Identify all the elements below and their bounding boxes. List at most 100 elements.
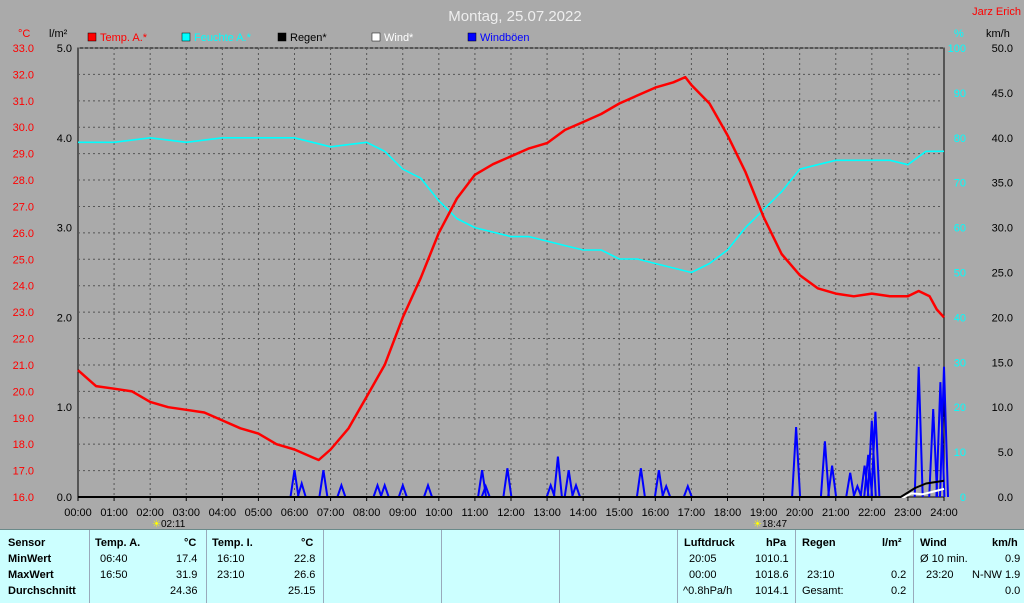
chart-series xyxy=(77,75,949,498)
gust-peak xyxy=(423,482,433,498)
grid-lines xyxy=(78,47,944,497)
rain-unit-label: l/m² xyxy=(49,28,68,40)
wind-tick-label: 35.0 xyxy=(992,178,1013,190)
rain-tick-label: 5.0 xyxy=(57,43,72,55)
humidity-tick-label: 50 xyxy=(954,268,966,280)
wind-max-time: 23:20 xyxy=(926,569,954,581)
temp-tick-label: 19.0 xyxy=(13,413,34,425)
temp-a-min-value: 17.4 xyxy=(176,553,198,565)
rain-unit: l/m² xyxy=(882,537,902,549)
gust-peak xyxy=(928,408,939,498)
temp-tick-label: 32.0 xyxy=(13,69,34,81)
gust-peak xyxy=(661,483,672,498)
time-tick-label: 14:00 xyxy=(569,507,597,519)
legend-label: Windböen xyxy=(480,32,530,44)
rain-header: Regen xyxy=(802,537,836,549)
gust-peak xyxy=(913,366,924,498)
wind-unit-label: km/h xyxy=(986,28,1010,40)
gust-peak xyxy=(379,482,390,498)
temp-tick-label: 28.0 xyxy=(13,175,34,187)
time-tick-label: 13:00 xyxy=(533,507,561,519)
humidity-tick-label: 0 xyxy=(960,492,966,504)
temp-tick-label: 24.0 xyxy=(13,281,34,293)
gust-peak xyxy=(935,382,946,498)
time-tick-label: 09:00 xyxy=(389,507,417,519)
sunrise-time: 02:11 xyxy=(161,519,186,529)
temp-i-min-time: 16:10 xyxy=(217,553,245,565)
wind-tick-label: 15.0 xyxy=(992,357,1013,369)
wind-tick-label: 40.0 xyxy=(992,133,1013,145)
sunrise-marker: ☀ 02:11 xyxy=(152,519,186,529)
temp-i-avg-value: 25.15 xyxy=(288,585,316,597)
time-tick-label: 05:00 xyxy=(245,507,273,519)
pressure-min-time: 20:05 xyxy=(689,553,717,565)
gust-peak xyxy=(653,469,664,498)
weather-chart: Montag, 25.07.2022 Jarz Erich °C l/m² % … xyxy=(13,6,1021,529)
legend-swatch xyxy=(467,32,477,42)
humidity-tick-label: 60 xyxy=(954,223,966,235)
pressure-unit: hPa xyxy=(766,537,787,549)
pressure-max-value: 1018.6 xyxy=(755,569,789,581)
station-name: Jarz Erich xyxy=(972,6,1021,18)
temp-i-max-value: 26.6 xyxy=(294,569,316,581)
time-tick-label: 22:00 xyxy=(858,507,886,519)
time-tick-label: 01:00 xyxy=(100,507,128,519)
wind-unit: km/h xyxy=(992,537,1018,549)
rain-tick-label: 1.0 xyxy=(57,402,72,414)
time-tick-label: 02:00 xyxy=(136,507,164,519)
gust-peak xyxy=(845,472,856,498)
temp-tick-label: 18.0 xyxy=(13,439,34,451)
humidity-tick-label: 40 xyxy=(954,312,966,324)
legend-swatch xyxy=(181,32,191,42)
temp-a-max-time: 16:50 xyxy=(100,569,128,581)
time-tick-label: 10:00 xyxy=(425,507,453,519)
gust-peak xyxy=(336,482,347,498)
legend-swatch xyxy=(277,32,287,42)
chart-legend: Temp. A.* Feuchte A.* Regen* Wind* Windböen xyxy=(87,32,530,44)
legend-label: Wind* xyxy=(384,32,414,44)
temp-tick-label: 17.0 xyxy=(13,466,34,478)
wind-last-value: 0.0 xyxy=(1005,585,1021,597)
legend-label: Regen* xyxy=(290,32,327,44)
max-row-label: MaxWert xyxy=(8,569,54,581)
gust-peak xyxy=(571,482,581,498)
time-tick-label: 23:00 xyxy=(894,507,922,519)
gust-peak xyxy=(819,441,830,498)
wind-tick-label: 5.0 xyxy=(998,447,1013,459)
humidity-tick-label: 10 xyxy=(954,447,966,459)
temp-i-header: Temp. I. xyxy=(212,537,253,549)
temp-tick-label: 21.0 xyxy=(13,360,34,372)
wind-tick-label: 25.0 xyxy=(992,268,1013,280)
gust-peak xyxy=(480,483,491,498)
rain-total-label: Gesamt: xyxy=(802,585,844,597)
time-tick-label: 06:00 xyxy=(281,507,309,519)
rain-tick-label: 3.0 xyxy=(57,223,72,235)
legend-label: Feuchte A.* xyxy=(194,32,252,44)
gust-peak xyxy=(870,411,881,498)
temp-tick-label: 20.0 xyxy=(13,386,34,398)
time-tick-label: 19:00 xyxy=(750,507,778,519)
temp-tick-label: 23.0 xyxy=(13,307,34,319)
sunset-icon: ☀ xyxy=(753,519,762,529)
temp-tick-label: 26.0 xyxy=(13,228,34,240)
rain-line xyxy=(78,479,945,498)
temp-a-max-value: 31.9 xyxy=(176,569,198,581)
time-tick-label: 11:00 xyxy=(462,507,489,519)
sunrise-icon: ☀ xyxy=(152,519,161,529)
temp-i-min-value: 22.8 xyxy=(294,553,316,565)
temp-a-unit: °C xyxy=(184,537,197,549)
gust-peak xyxy=(635,468,646,498)
gust-peak xyxy=(296,479,307,498)
legend-label: Temp. A.* xyxy=(100,32,148,44)
time-tick-label: 00:00 xyxy=(64,507,92,519)
time-tick-label: 07:00 xyxy=(317,507,345,519)
temp-tick-label: 29.0 xyxy=(13,149,34,161)
temp-tick-label: 16.0 xyxy=(13,492,34,504)
gust-peak xyxy=(552,456,563,498)
rain-tick-label: 0.0 xyxy=(57,492,72,504)
gust-peak xyxy=(859,465,870,498)
gust-peak xyxy=(502,468,513,498)
legend-swatch xyxy=(371,32,381,42)
temp-tick-label: 31.0 xyxy=(13,96,34,108)
